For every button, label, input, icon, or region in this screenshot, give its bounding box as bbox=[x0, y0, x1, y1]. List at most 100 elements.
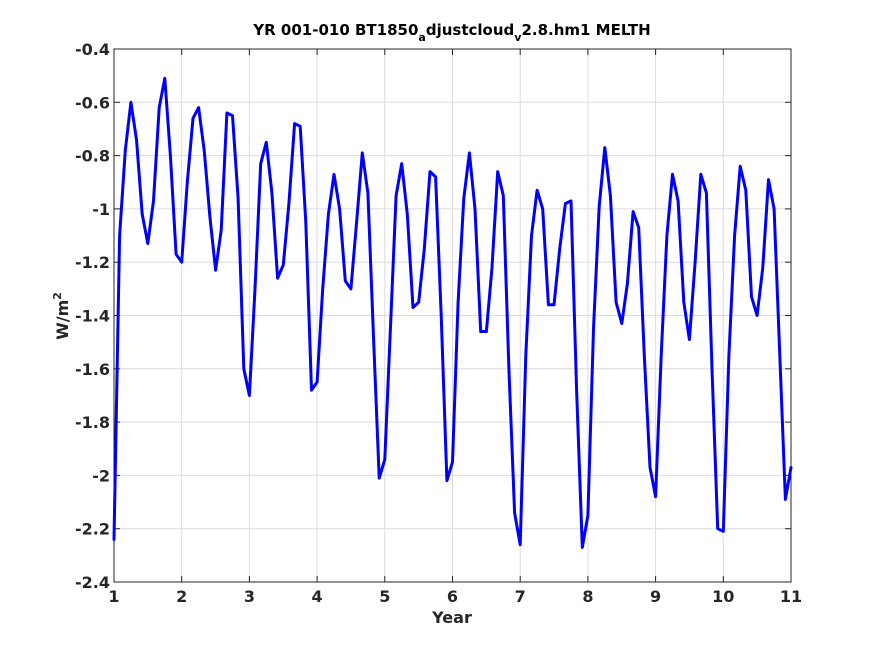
data-point bbox=[655, 496, 657, 498]
data-point bbox=[739, 165, 741, 167]
data-point bbox=[373, 336, 374, 338]
data-point bbox=[153, 200, 154, 202]
data-point bbox=[485, 331, 487, 332]
data-point bbox=[621, 323, 623, 324]
data-point bbox=[660, 355, 662, 356]
data-point bbox=[294, 123, 296, 125]
y-tick-labels: -0.4 -0.6 -0.8 -1 -1.2 -1.4 -1.6 -1.8 -2 -2.2 -2.4 bbox=[75, 40, 110, 592]
x-tick-label: 10 bbox=[712, 587, 734, 606]
data-point bbox=[327, 213, 329, 215]
data-point bbox=[762, 267, 764, 268]
y-tick-label: -1 bbox=[92, 200, 110, 219]
data-point bbox=[717, 528, 719, 530]
data-point bbox=[260, 163, 262, 165]
data-point bbox=[288, 203, 290, 205]
data-point bbox=[175, 253, 177, 255]
data-point bbox=[700, 173, 702, 175]
data-point bbox=[457, 301, 459, 303]
data-point bbox=[339, 208, 341, 210]
data-point bbox=[468, 152, 470, 154]
data-point bbox=[491, 267, 493, 268]
data-point bbox=[514, 512, 516, 514]
data-point bbox=[440, 315, 442, 316]
data-point bbox=[593, 328, 594, 330]
data-point bbox=[779, 352, 781, 354]
data-point bbox=[220, 229, 222, 231]
data-point bbox=[277, 277, 279, 279]
data-point bbox=[248, 395, 250, 396]
y-tick-label: -0.6 bbox=[75, 93, 110, 112]
data-point bbox=[581, 546, 583, 548]
y-tick-label: -1.8 bbox=[75, 413, 110, 432]
x-tick-label: 3 bbox=[244, 587, 255, 606]
data-point bbox=[632, 211, 634, 213]
data-point bbox=[768, 179, 769, 181]
data-point bbox=[694, 261, 696, 263]
data-point bbox=[119, 235, 121, 237]
data-point bbox=[542, 208, 544, 210]
data-point bbox=[474, 208, 476, 210]
data-point bbox=[254, 288, 256, 290]
data-point bbox=[147, 243, 149, 244]
x-tick-label: 7 bbox=[515, 587, 526, 606]
data-point bbox=[361, 152, 363, 154]
x-tick-label: 6 bbox=[447, 587, 458, 606]
data-point bbox=[181, 261, 183, 263]
data-point bbox=[452, 461, 453, 463]
data-point bbox=[401, 163, 403, 165]
data-point bbox=[598, 205, 600, 207]
data-point bbox=[124, 149, 126, 151]
data-point bbox=[531, 235, 532, 237]
data-point bbox=[423, 248, 425, 250]
y-tick-label: -2.2 bbox=[75, 520, 110, 539]
data-point bbox=[356, 221, 358, 223]
data-point bbox=[446, 480, 448, 482]
data-point bbox=[525, 355, 527, 356]
y-tick-label: -0.4 bbox=[75, 40, 110, 59]
x-tick-label: 8 bbox=[582, 587, 593, 606]
data-point bbox=[344, 280, 346, 282]
series-group bbox=[112, 76, 793, 549]
data-point bbox=[429, 171, 431, 173]
data-point bbox=[389, 328, 391, 330]
data-point bbox=[243, 368, 245, 370]
data-point bbox=[158, 107, 160, 109]
data-point bbox=[553, 304, 555, 306]
data-point bbox=[604, 147, 606, 149]
data-point bbox=[609, 195, 611, 197]
data-point bbox=[265, 141, 267, 143]
y-tick-label: -1.2 bbox=[75, 253, 110, 272]
data-point bbox=[536, 189, 538, 191]
data-point bbox=[672, 173, 673, 175]
x-tick-label: 1 bbox=[108, 587, 119, 606]
data-point bbox=[497, 171, 499, 173]
data-point bbox=[784, 498, 786, 500]
data-point bbox=[626, 283, 628, 284]
y-tick-label: -2 bbox=[92, 466, 110, 485]
data-point bbox=[711, 368, 713, 370]
data-point bbox=[790, 466, 792, 468]
data-point bbox=[773, 208, 775, 210]
data-point bbox=[226, 112, 228, 114]
data-point bbox=[705, 192, 707, 194]
data-point bbox=[215, 269, 217, 271]
y-tick-label: -0.8 bbox=[75, 147, 110, 166]
data-point bbox=[406, 213, 408, 215]
data-point bbox=[519, 544, 521, 546]
x-tick-label: 5 bbox=[379, 587, 390, 606]
data-point bbox=[570, 200, 572, 202]
data-point bbox=[136, 139, 137, 141]
data-point bbox=[311, 389, 312, 391]
chart-title: YR 001-010 BT1850adjustcloudv2.8.hm1 MEL… bbox=[252, 21, 650, 44]
data-point bbox=[576, 389, 578, 391]
x-tick-labels: 1 2 3 4 5 6 7 8 9 10 11 bbox=[108, 587, 802, 606]
data-point bbox=[299, 125, 301, 127]
data-point bbox=[508, 368, 510, 370]
data-point bbox=[547, 304, 549, 306]
data-point bbox=[734, 235, 736, 237]
data-point bbox=[333, 173, 335, 175]
data-point bbox=[587, 514, 589, 516]
y-tick-label: -2.4 bbox=[75, 573, 110, 592]
data-point bbox=[683, 301, 685, 303]
data-point bbox=[367, 192, 369, 194]
